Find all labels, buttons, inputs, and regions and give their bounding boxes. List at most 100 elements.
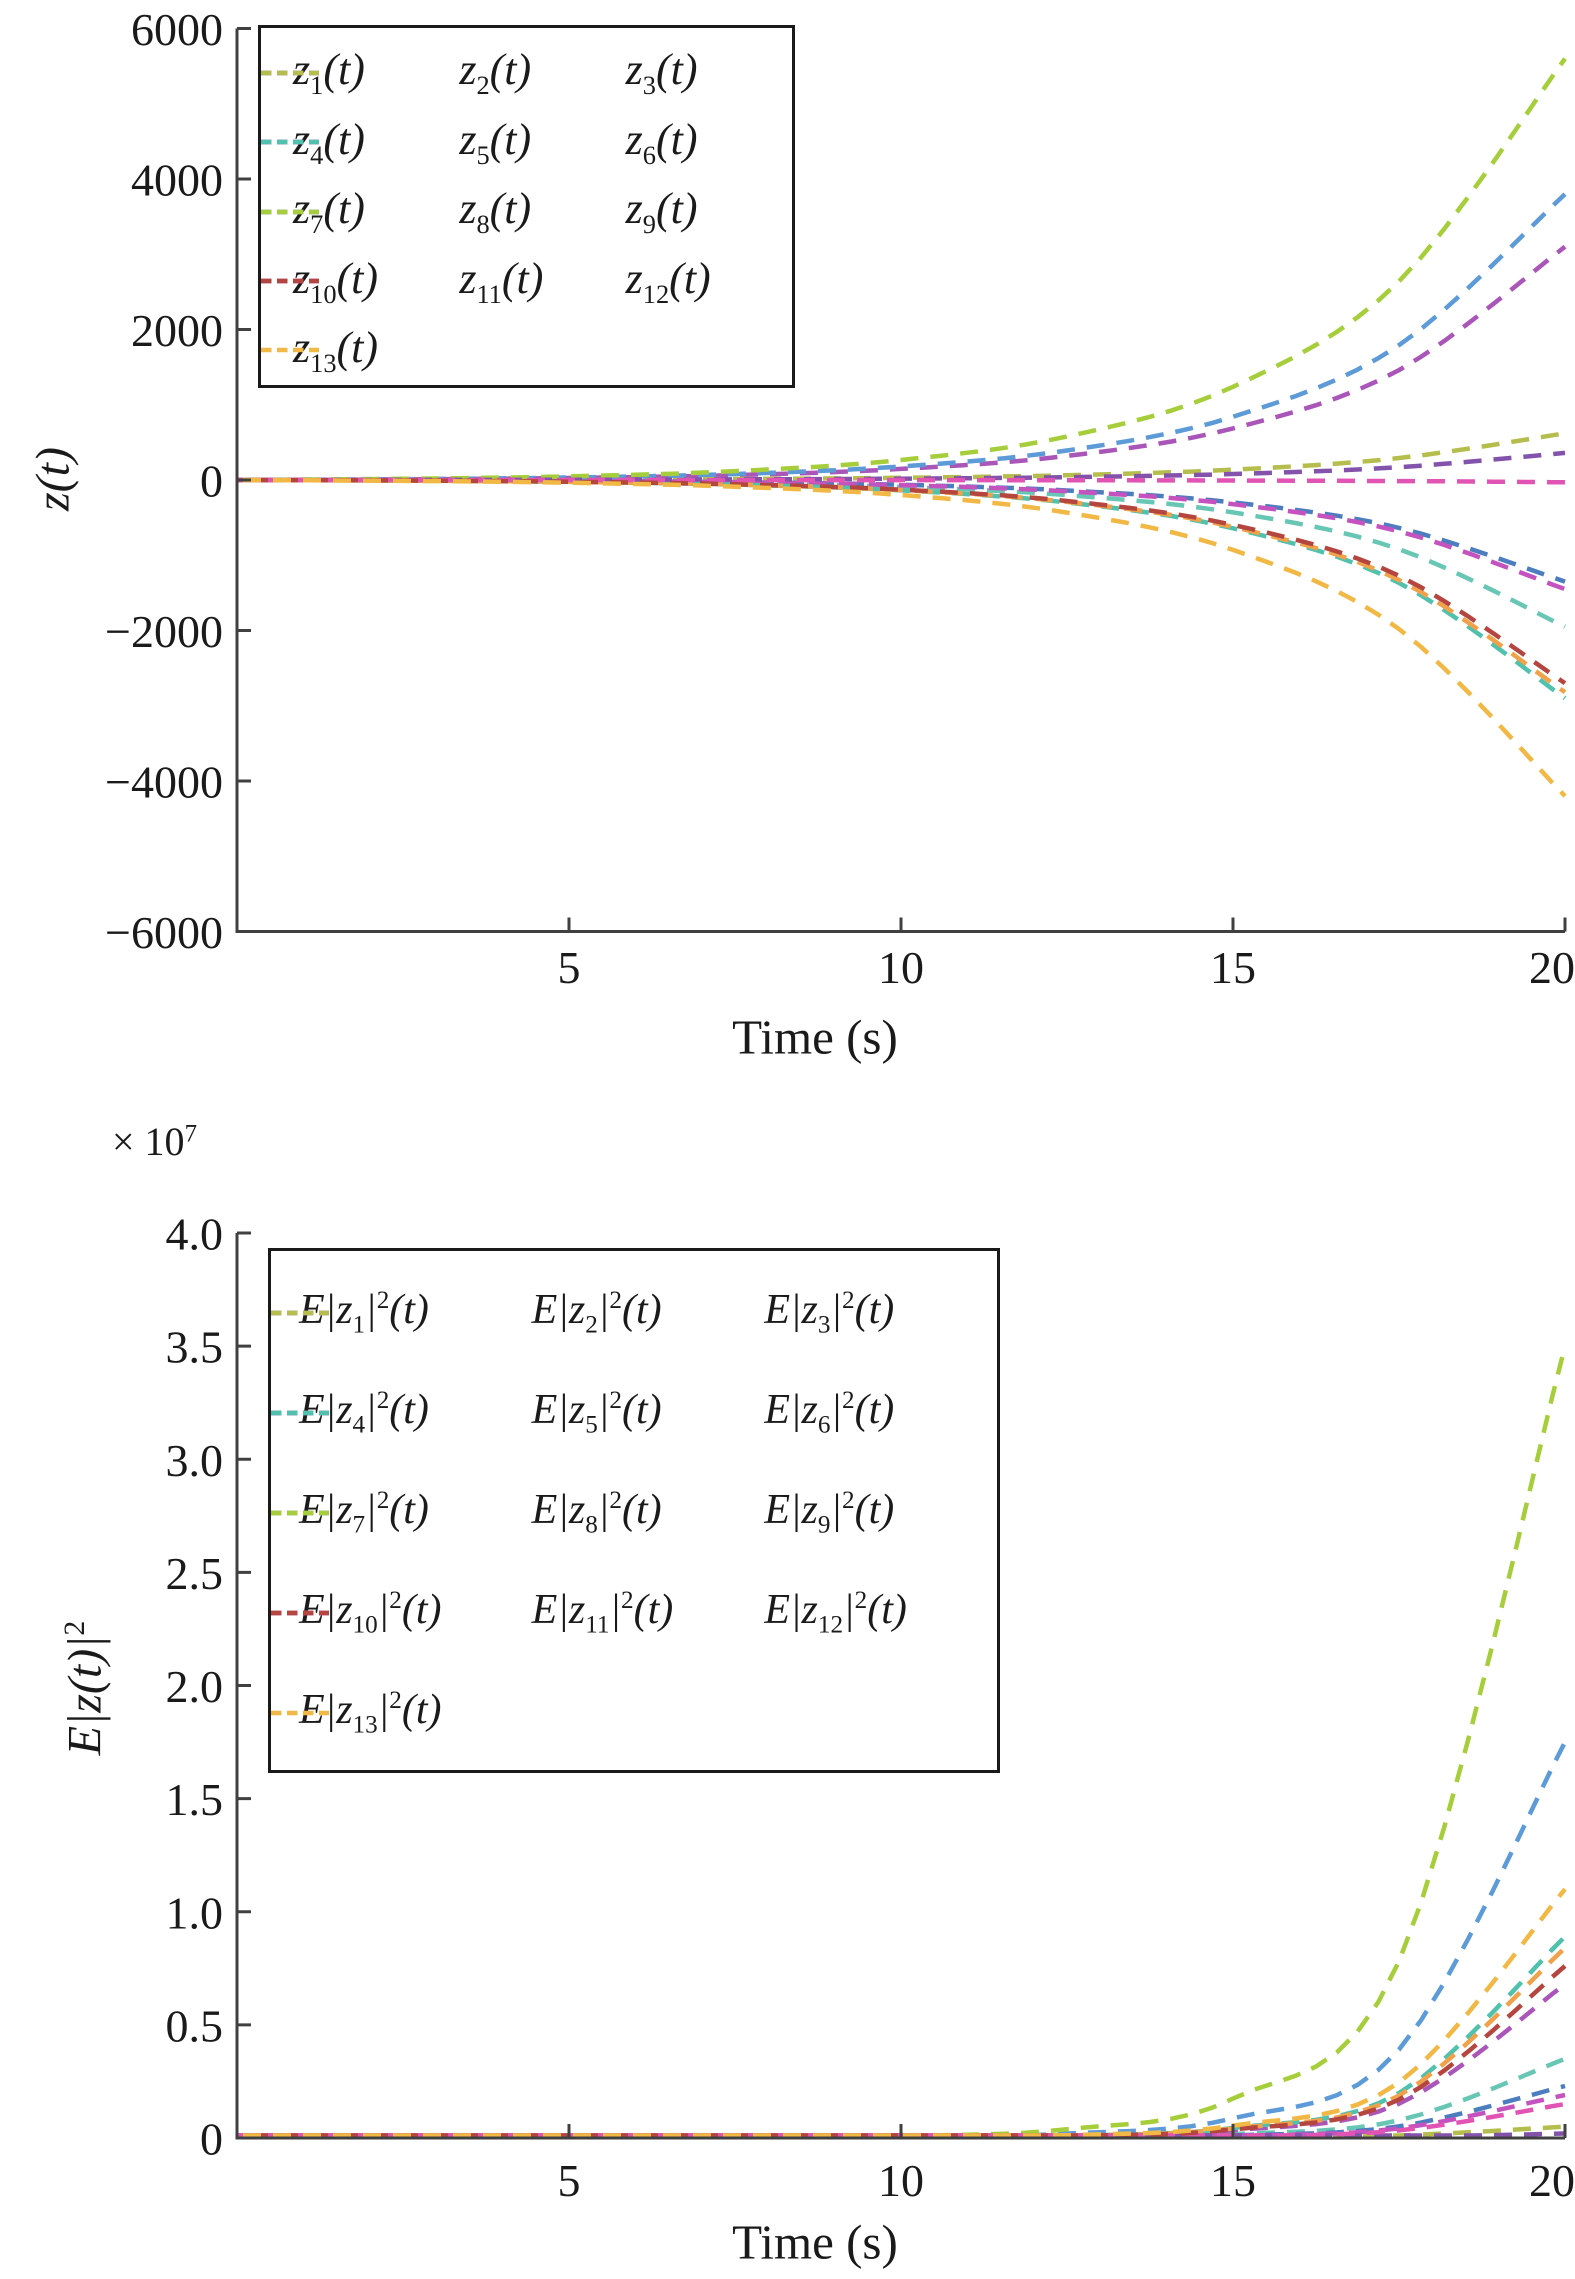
legend-label-Ez10: E|z10|2(t) bbox=[299, 1587, 442, 1639]
legend-label-Ez1: E|z1|2(t) bbox=[299, 1287, 429, 1339]
legend-row: E|z13|2(t) bbox=[271, 1663, 997, 1763]
y-tick-label: 2.0 bbox=[166, 1661, 224, 1712]
legend-item-Ez13: E|z13|2(t) bbox=[271, 1686, 532, 1739]
legend-item-z5: z5(t) bbox=[261, 114, 625, 171]
legend-swatch-z6 bbox=[261, 139, 319, 145]
legend-item-Ez5: E|z5|2(t) bbox=[271, 1386, 765, 1439]
y-tick-label: 1.0 bbox=[166, 1887, 224, 1938]
y-tick-label: 2000 bbox=[131, 305, 223, 356]
y-tick-label: 0.5 bbox=[166, 2000, 224, 2051]
legend-row: z7(t) z8(t) z9(t) bbox=[261, 177, 792, 246]
legend-label-z3: z3(t) bbox=[625, 45, 698, 101]
bottom-y-axis-offset: × 107 bbox=[112, 1118, 197, 1165]
series-Ez13-curve bbox=[237, 1887, 1567, 2138]
legend-swatch-z3 bbox=[261, 70, 319, 75]
offset-base: × 10 bbox=[112, 1119, 185, 1164]
series-z10-curve bbox=[237, 450, 1566, 483]
x-tick-label: 5 bbox=[558, 2155, 581, 2206]
bottom-x-axis-title-text: Time (s) bbox=[732, 2214, 898, 2270]
y-tick-label: 0 bbox=[200, 2114, 223, 2165]
x-tick-label: 15 bbox=[1210, 2155, 1256, 2206]
legend-item-Ez7: E|z7|2(t) bbox=[271, 1486, 532, 1539]
legend-item-z11: z11(t) bbox=[261, 253, 625, 310]
top-y-axis-title-text: z(t) bbox=[26, 447, 80, 511]
legend-row: z10(t) z11(t) z12(t) bbox=[261, 246, 792, 315]
bottom-y-axis-title-exponent: 2 bbox=[58, 1620, 92, 1636]
legend-row: E|z4|2(t) E|z5|2(t) E|z6|2(t) bbox=[271, 1363, 997, 1463]
bottom-y-axis-title-text: E|z(t)| bbox=[58, 1635, 112, 1756]
x-tick-label: 20 bbox=[1529, 942, 1575, 993]
legend-row: E|z10|2(t) E|z11|2(t) E|z12|2(t) bbox=[271, 1563, 997, 1663]
legend-row: z4(t) z5(t) z6(t) bbox=[261, 107, 792, 176]
legend-swatch-Ez9 bbox=[271, 1510, 329, 1516]
legend-label-Ez3: E|z3|2(t) bbox=[764, 1287, 895, 1339]
legend-swatch-Ez12 bbox=[271, 1610, 329, 1616]
legend-label-z4: z4(t) bbox=[293, 114, 365, 170]
legend-item-Ez6: E|z6|2(t) bbox=[271, 1386, 997, 1439]
legend-item-Ez12: E|z12|2(t) bbox=[271, 1586, 997, 1639]
legend-label-Ez11: E|z11|2(t) bbox=[531, 1587, 674, 1639]
top-chart-plot: 6000 4000 2000 0 −2000 −4000 −6000 5 10 15 20 bbox=[105, 4, 1575, 993]
legend-label-z1: z1(t) bbox=[293, 45, 365, 101]
x-tick-label: 15 bbox=[1210, 942, 1256, 993]
legend-swatch-Ez3 bbox=[271, 1310, 329, 1316]
legend-swatch-z9 bbox=[261, 209, 319, 214]
legend-item-Ez3: E|z3|2(t) bbox=[271, 1286, 997, 1339]
legend-label-z6: z6(t) bbox=[625, 114, 698, 170]
series-Ez7-curve bbox=[237, 1946, 1567, 2138]
bottom-chart-legend: E|z1|2(t) E|z2|2(t) E|z3|2(t) E|z4|2(t) E|z5… bbox=[268, 1248, 1000, 1773]
legend-label-z9: z9(t) bbox=[625, 184, 698, 239]
legend-label-Ez13: E|z13|2(t) bbox=[299, 1687, 442, 1739]
series-z1-curve bbox=[237, 477, 1566, 629]
x-tick-label: 20 bbox=[1529, 2155, 1575, 2206]
series-Ez1-curve bbox=[237, 2056, 1566, 2138]
legend-label-z7: z7(t) bbox=[293, 184, 365, 239]
legend-label-Ez2: E|z2|2(t) bbox=[531, 1287, 662, 1339]
bottom-y-axis-title: E|z(t)|2 bbox=[58, 1621, 113, 1756]
x-tick-label: 10 bbox=[878, 942, 924, 993]
legend-item-Ez9: E|z9|2(t) bbox=[271, 1486, 997, 1539]
top-chart-legend: z1(t) z2(t) z3(t) z4(t) z5(t) z6(t) z7(t) z8(t)… bbox=[258, 25, 795, 388]
series-z11-curve bbox=[237, 477, 1566, 485]
legend-label-z5: z5(t) bbox=[459, 114, 532, 170]
series-z2-curve bbox=[237, 244, 1567, 483]
legend-item-z6: z6(t) bbox=[261, 114, 792, 171]
bottom-chart-plot: 4.0 3.5 3.0 2.5 2.0 1.5 1.0 0.5 0 5 10 15 20 bbox=[166, 1209, 1575, 2206]
series-z3-curve bbox=[237, 431, 1566, 483]
legend-item-Ez4: E|z4|2(t) bbox=[271, 1386, 532, 1439]
legend-item-Ez10: E|z10|2(t) bbox=[271, 1586, 532, 1639]
legend-item-Ez1: E|z1|2(t) bbox=[271, 1286, 532, 1339]
legend-label-z13: z13(t) bbox=[293, 322, 379, 378]
x-tick-label: 5 bbox=[558, 942, 581, 993]
y-tick-label: 4.0 bbox=[166, 1209, 224, 1260]
bottom-x-axis-title: Time (s) bbox=[732, 2214, 898, 2271]
x-tick-label: 10 bbox=[878, 2155, 924, 2206]
legend-swatch-z13 bbox=[261, 348, 319, 353]
y-tick-label: 6000 bbox=[131, 4, 223, 55]
legend-row: z1(t) z2(t) z3(t) bbox=[261, 38, 792, 107]
offset-exponent: 7 bbox=[184, 1120, 197, 1148]
legend-item-Ez11: E|z11|2(t) bbox=[271, 1586, 765, 1639]
legend-swatch-z12 bbox=[261, 278, 319, 284]
legend-label-z12: z12(t) bbox=[625, 253, 711, 309]
series-Ez12-curve bbox=[237, 1964, 1567, 2138]
legend-label-Ez9: E|z9|2(t) bbox=[764, 1487, 895, 1539]
y-tick-label: −6000 bbox=[105, 907, 223, 958]
series-z12-curve bbox=[237, 477, 1567, 686]
series-z6-curve bbox=[237, 477, 1567, 701]
legend-swatch-Ez13 bbox=[271, 1710, 329, 1716]
y-tick-label: 3.5 bbox=[166, 1322, 224, 1373]
y-tick-label: 4000 bbox=[131, 155, 223, 206]
y-tick-label: 3.0 bbox=[166, 1435, 224, 1486]
legend-item-z2: z2(t) bbox=[261, 44, 625, 101]
legend-item-z12: z12(t) bbox=[261, 253, 792, 310]
legend-item-z3: z3(t) bbox=[261, 44, 792, 101]
series-Ez6-curve bbox=[237, 1935, 1567, 2138]
legend-label-Ez7: E|z7|2(t) bbox=[299, 1487, 429, 1539]
legend-label-z2: z2(t) bbox=[459, 45, 532, 101]
legend-label-Ez12: E|z12|2(t) bbox=[764, 1587, 907, 1639]
legend-row: E|z1|2(t) E|z2|2(t) E|z3|2(t) bbox=[271, 1263, 997, 1363]
legend-label-Ez5: E|z5|2(t) bbox=[531, 1387, 662, 1439]
legend-label-z8: z8(t) bbox=[459, 184, 532, 239]
